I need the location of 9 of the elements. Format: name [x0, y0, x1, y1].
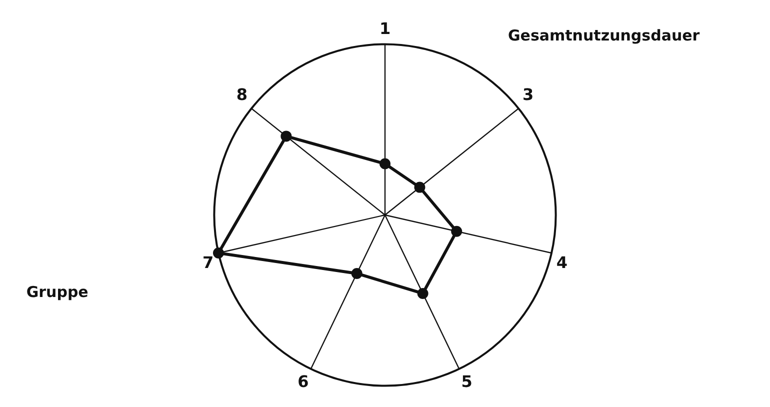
spoke-label: 1 [379, 18, 391, 38]
spoke-label: 8 [236, 84, 248, 104]
text: Gruppe [26, 282, 88, 301]
spoke-label: 5 [461, 372, 472, 392]
spoke-label: 4 [556, 252, 568, 272]
text: Gesamtnutzungsdauer [508, 26, 700, 45]
spoke-label: 7 [202, 252, 214, 272]
spoke-label: 3 [522, 84, 534, 104]
spoke-label: 6 [298, 372, 309, 392]
